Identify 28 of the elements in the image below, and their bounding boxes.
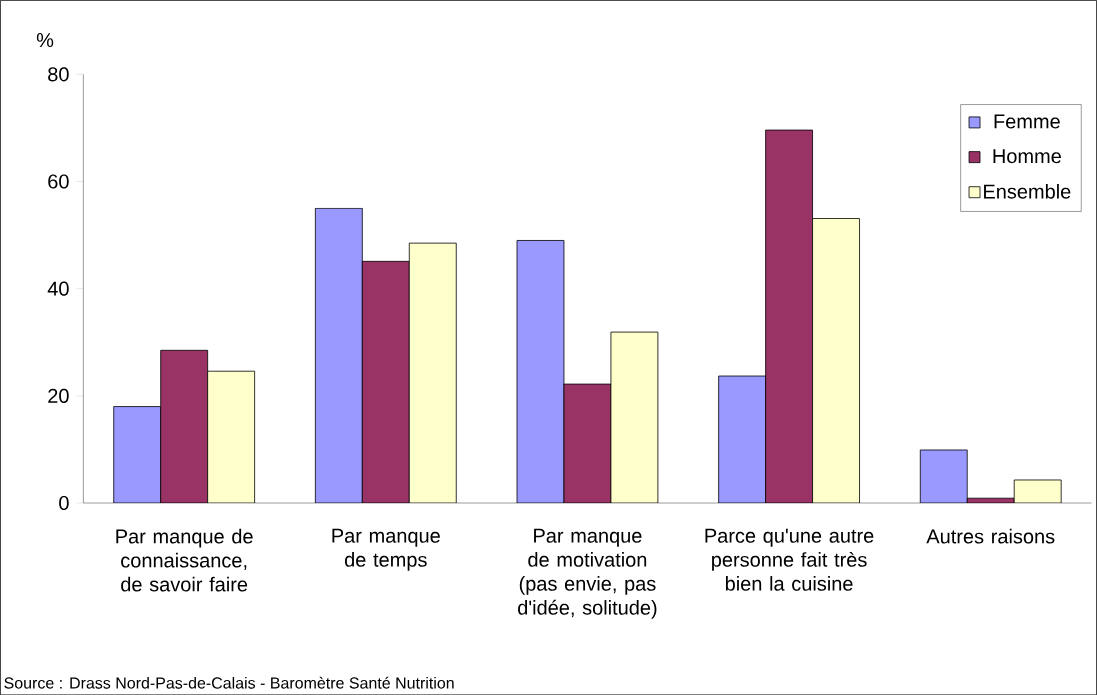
bar — [919, 449, 968, 503]
bar — [516, 239, 565, 503]
bar — [812, 217, 860, 503]
legend-label: Ensemble — [984, 183, 1071, 199]
y-tick-label: 40 — [47, 281, 69, 296]
x-tick-label: Par manque de motivation (pas envie, pas d'idée, solitude) — [518, 528, 657, 619]
x-tick-label: Autres raisons — [926, 528, 1055, 544]
bar — [563, 383, 612, 503]
source-note: Source : Drass Nord-Pas-de-Calais - Baromètre Santé Nutrition — [4, 676, 454, 689]
x-tick-label: Par manque de connaissance, de savoir faire — [116, 528, 253, 592]
bar — [160, 349, 209, 503]
y-tick-label: 60 — [48, 174, 69, 189]
legend-label: Homme — [993, 149, 1061, 164]
x-tick-label: Parce qu'une autre personne fait très bien la cuisine — [705, 528, 874, 591]
bar — [718, 375, 767, 503]
bar — [207, 370, 256, 503]
bar — [610, 331, 659, 503]
x-tick-label: Par manque de temps — [332, 528, 440, 571]
y-tick-label: 80 — [48, 67, 69, 82]
y-tick-label: 0 — [59, 495, 69, 510]
legend-label: Femme — [994, 114, 1060, 129]
bar — [113, 406, 162, 503]
y-axis-title: % — [36, 32, 54, 47]
bar — [765, 129, 813, 503]
bar — [408, 242, 457, 503]
bar — [314, 207, 363, 503]
y-tick-label: 20 — [48, 388, 69, 403]
bar — [361, 260, 410, 503]
